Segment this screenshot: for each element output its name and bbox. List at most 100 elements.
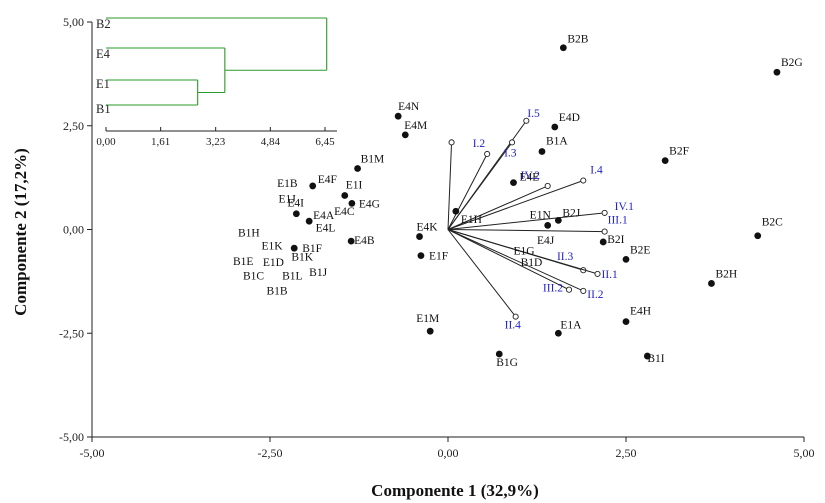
score-point-label: B1C (243, 270, 264, 282)
score-point-label: B2J (562, 207, 580, 219)
score-point-label: B2C (762, 217, 783, 229)
score-point-label: B1J (309, 267, 327, 279)
score-point-label: B2E (630, 244, 650, 256)
loading-vector-label: II.3 (557, 251, 574, 263)
y-tick-label: -2,50 (59, 326, 84, 340)
score-point-label: B2B (567, 34, 588, 46)
score-point-label: E4K (417, 222, 439, 234)
loading-vector-label: II.4 (505, 320, 522, 332)
score-point-label: E4J (537, 235, 555, 247)
score-point-label: B1F (302, 243, 322, 255)
score-point-label: E1N (530, 209, 552, 221)
score-point (643, 352, 651, 360)
loading-vector-line (447, 229, 517, 317)
score-point-label: B1D (521, 257, 543, 269)
score-point-label: B1A (546, 135, 568, 147)
score-point (426, 327, 434, 335)
score-point (622, 318, 630, 326)
y-axis-title: Componente 2 (17,2%) (11, 148, 30, 316)
score-point (394, 112, 402, 120)
y-tick-label: 2,50 (63, 119, 84, 133)
loading-vector-label: III.2 (543, 283, 563, 295)
loading-vector-label: I.3 (504, 147, 517, 159)
score-point-label: E4A (313, 210, 335, 222)
loading-vector-label: IV.2 (521, 170, 541, 182)
loading-vector-tip (580, 287, 587, 294)
loading-vector-label: I.2 (473, 138, 486, 150)
x-tick-label: 0,00 (438, 446, 459, 460)
score-point-label: E1B (277, 178, 298, 190)
loading-vector-line (447, 229, 570, 291)
score-point (309, 182, 317, 190)
score-point-label: E4I (287, 198, 304, 210)
score-point-label: B1M (361, 153, 385, 165)
x-tick-label: -2,50 (258, 446, 283, 460)
score-point-label: B1E (233, 256, 253, 268)
score-point-label: E4H (630, 306, 651, 318)
loading-vector-tip (484, 150, 491, 158)
score-point-label: B2I (607, 234, 624, 246)
loading-vector-tip (565, 286, 573, 293)
score-point-label: E1M (416, 313, 439, 325)
score-point (554, 329, 562, 337)
dendrogram-leaf-label: E1 (96, 77, 110, 91)
x-tick-label: -5,00 (80, 446, 105, 460)
score-point-label: E1D (263, 257, 284, 269)
x-ticks: -5,00 -2,50 0,00 2,50 5,00 (80, 437, 815, 460)
score-point-label: E1F (429, 251, 448, 263)
loading-vector-label: II.2 (587, 289, 604, 301)
score-point-label: B1K (291, 252, 313, 264)
score-point (544, 221, 552, 229)
score-point (551, 123, 559, 131)
score-point (305, 217, 313, 225)
loading-vector-tip (512, 313, 519, 320)
y-tick-label: -5,00 (59, 430, 84, 444)
x-tick-label: 5,00 (794, 446, 815, 460)
score-point-label: B1G (496, 357, 518, 369)
loading-vector-label: IV.1 (615, 201, 635, 213)
score-point-label: E4M (404, 120, 427, 132)
score-point-label: B2F (669, 146, 689, 158)
y-tick-label: 0,00 (63, 223, 84, 237)
score-point (354, 165, 361, 172)
score-point (708, 280, 715, 287)
score-point (348, 199, 356, 207)
loading-vector-tip (594, 270, 601, 277)
loading-vector-tip (601, 228, 608, 235)
dendrogram-tick-label: 6,45 (315, 136, 335, 148)
score-point-label: E1I (346, 179, 363, 191)
loading-vector-label: II.1 (602, 269, 619, 281)
score-point-label: E4E (520, 172, 540, 184)
score-point (495, 350, 503, 358)
loading-vector-label: III.1 (608, 215, 628, 227)
loading-vector-line (447, 212, 605, 230)
score-point (401, 131, 409, 139)
score-point-label: B1L (282, 270, 302, 282)
score-point-label: B1I (647, 353, 664, 365)
score-point-label: E4C (334, 206, 355, 218)
x-tick-label: 2,50 (616, 446, 637, 460)
loading-vector-line (447, 229, 584, 292)
score-point-label: E1K (261, 240, 283, 252)
loading-vector-line (447, 142, 513, 230)
loading-vector-label: I.4 (590, 165, 603, 177)
score-point (554, 216, 562, 224)
dendrogram-leaf-label: E4 (96, 47, 111, 61)
y-ticks: -5,00 -2,50 0,00 2,50 5,00 (59, 15, 92, 444)
score-point (452, 207, 460, 215)
loading-vector-tip (601, 209, 608, 216)
score-point-label: E4G (359, 198, 380, 210)
score-point (599, 238, 607, 246)
loading-vector-label: I.5 (527, 108, 540, 120)
score-point (341, 192, 349, 199)
score-point (347, 237, 355, 245)
score-point-label: E4D (559, 112, 580, 124)
dendrogram-leaf-label: B2 (96, 17, 111, 31)
score-point-label: B1H (238, 228, 260, 240)
dendrogram-leaf-label: B1 (96, 102, 111, 116)
y-tick-label: 5,00 (63, 15, 84, 29)
score-point (417, 252, 425, 260)
dendrogram-tick-label: 4,84 (261, 136, 281, 148)
score-point-label: B2G (781, 57, 803, 69)
